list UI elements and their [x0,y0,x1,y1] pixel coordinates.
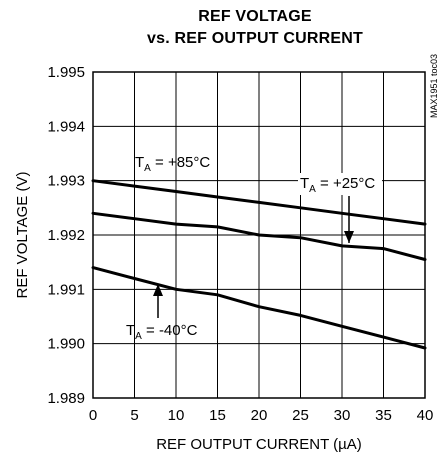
y-tick-label: 1.992 [47,227,85,244]
chart-title-line2: vs. REF OUTPUT CURRENT [147,30,363,47]
series-line [91,266,427,350]
x-tick-label: 40 [417,407,434,424]
series-line [91,179,427,226]
series-annotation-label: TA = +85°C [135,154,210,174]
x-tick-label: 25 [292,407,309,424]
y-tick-label: 1.991 [47,281,85,298]
series-line [91,211,427,261]
x-axis-label: REF OUTPUT CURRENT (µA) [156,436,362,453]
x-tick-label: 0 [89,407,97,424]
x-tick-label: 35 [375,407,392,424]
annotation-arrow-head [153,284,163,296]
annotation-arrow-head [344,231,354,243]
annotation-background [298,173,382,195]
x-tick-label: 10 [168,407,185,424]
y-tick-label: 1.993 [47,173,85,190]
plot-frame [92,71,426,399]
y-tick-label: 1.990 [47,336,85,353]
watermark-label: MAX1951 toc03 [429,54,439,118]
y-tick-label: 1.994 [47,118,85,135]
series-annotation-label: TA = +25°C [300,175,375,195]
x-tick-label: 30 [334,407,351,424]
x-tick-label: 5 [130,407,138,424]
x-tick-label: 20 [251,407,268,424]
chart-title-line1: REF VOLTAGE [198,8,312,25]
y-tick-label: 1.995 [47,64,85,81]
y-axis-label: REF VOLTAGE (V) [14,172,31,299]
x-tick-label: 15 [209,407,226,424]
series-annotation-label: TA = -40°C [126,322,198,342]
y-tick-label: 1.989 [47,390,85,407]
